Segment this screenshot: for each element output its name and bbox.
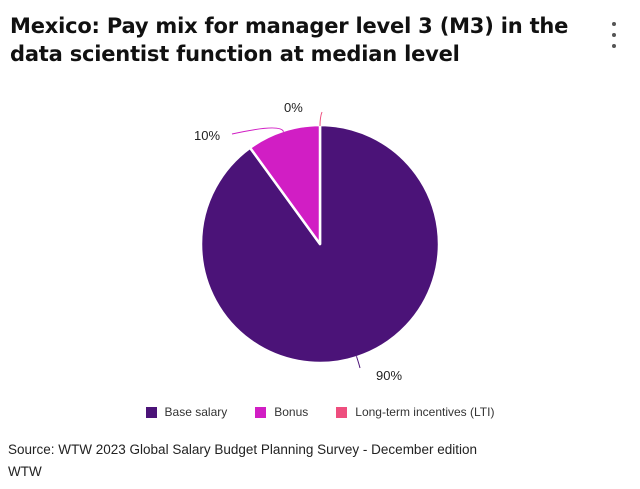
legend-item-base-salary[interactable]: Base salary bbox=[145, 405, 228, 419]
menu-dot bbox=[612, 22, 616, 26]
more-options-icon[interactable] bbox=[606, 22, 622, 48]
credit-note: WTW bbox=[8, 464, 42, 479]
data-label-lti: 0% bbox=[284, 100, 303, 115]
menu-dot bbox=[612, 33, 616, 37]
legend-label: Base salary bbox=[164, 405, 228, 419]
menu-dot bbox=[612, 44, 616, 48]
data-label-base-salary: 90% bbox=[376, 368, 402, 383]
pie-chart: 90% 10% 0% bbox=[194, 100, 441, 383]
source-note: Source: WTW 2023 Global Salary Budget Pl… bbox=[8, 442, 477, 457]
label-connector bbox=[319, 111, 323, 127]
legend-label: Long-term incentives (LTI) bbox=[355, 405, 495, 419]
chart-legend: Base salary Bonus Long-term incentives (… bbox=[0, 405, 640, 419]
legend-label: Bonus bbox=[274, 405, 309, 419]
legend-swatch bbox=[336, 406, 348, 418]
data-label-bonus: 10% bbox=[194, 128, 220, 143]
legend-item-lti[interactable]: Long-term incentives (LTI) bbox=[336, 405, 494, 419]
label-connector bbox=[355, 356, 361, 369]
legend-swatch bbox=[255, 406, 267, 418]
legend-item-bonus[interactable]: Bonus bbox=[255, 405, 308, 419]
label-connector bbox=[231, 127, 285, 135]
chart-title: Mexico: Pay mix for manager level 3 (M3)… bbox=[10, 14, 569, 66]
legend-swatch bbox=[145, 406, 157, 418]
